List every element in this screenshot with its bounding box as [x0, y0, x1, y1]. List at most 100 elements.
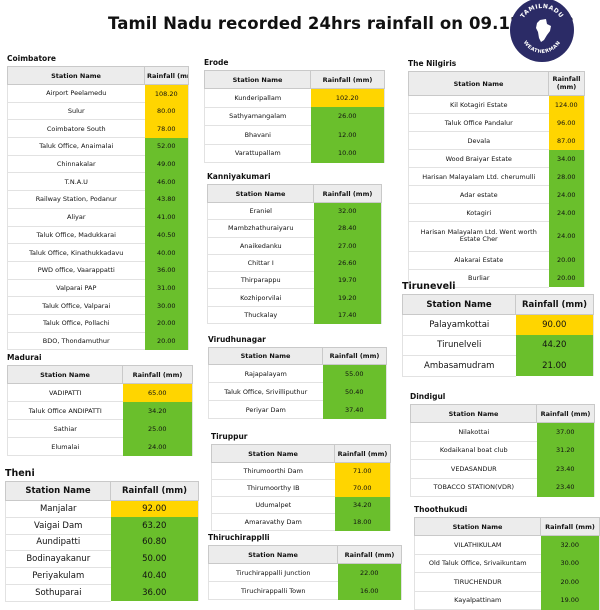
table-row: Ambasamudram 21.00	[402, 355, 594, 377]
table-row: Alakarai Estate 20.00	[408, 251, 585, 270]
table-row: T.N.A.U 46.00	[7, 172, 189, 192]
station-name: Kodaikanal boat club	[410, 441, 537, 460]
district-title: Theni	[5, 468, 35, 479]
rainfall-value: 26.00	[310, 107, 385, 126]
rainfall-value: 30.00	[144, 296, 189, 315]
rainfall-value: 28.00	[548, 167, 585, 186]
rainfall-value: 108.20	[144, 84, 189, 103]
rainfall-value: 50.40	[322, 382, 387, 401]
station-name: Taluk Office, Srivilliputhur	[208, 382, 323, 401]
rainfall-value: 22.00	[337, 563, 402, 582]
station-name-header: Station Name	[402, 294, 516, 315]
station-name: Taluk Office, Madukkarai	[7, 226, 145, 245]
rainfall-header: Rainfall (mm)	[322, 347, 387, 365]
rainfall-value: 28.40	[313, 219, 382, 238]
rainfall-value: 40.40	[110, 567, 199, 585]
rainfall-value: 27.00	[313, 237, 382, 255]
table-row: Anaikedanku 27.00	[207, 237, 382, 255]
table-row: Airport Peelamedu 108.20	[7, 84, 189, 103]
table-row: Tiruchirappalli Junction 22.00	[208, 563, 402, 582]
table-row: Kunderipallam 102.20	[204, 88, 385, 108]
rainfall-table: Station Name Rainfall (mm) VADIPATTI 65.00 T…	[7, 365, 193, 456]
district-nilgiris: The Nilgiris Station Name Rainfall (mm) Kil…	[408, 57, 585, 288]
station-name: Kil Kotagiri Estate	[408, 95, 549, 114]
rainfall-value: 65.00	[122, 383, 193, 402]
table-row: Manjalar 92.00	[5, 500, 199, 518]
rainfall-value: 43.80	[144, 190, 189, 209]
table-row: Old Taluk Office, Srivaikuntam 30.00	[414, 554, 600, 573]
rainfall-value: 24.00	[122, 437, 193, 456]
table-row: PWD office, Vaarappatti 36.00	[7, 261, 189, 280]
district-tiruppur: Tiruppur Station Name Rainfall (mm) Thirumo…	[211, 430, 391, 531]
district-title: Kanniyakumari	[207, 172, 271, 181]
rainfall-value: 31.20	[536, 441, 595, 460]
rainfall-value: 17.40	[313, 306, 382, 324]
station-name: Airport Peelamedu	[7, 84, 145, 103]
district-tiruchirappalli: Thiruchirapplli Station Name Rainfall (mm)…	[208, 531, 402, 600]
district-virudhunagar: Virudhunagar Station Name Rainfall (mm) Raj…	[208, 333, 387, 419]
station-name: Burliar	[408, 269, 549, 288]
rainfall-value: 71.00	[334, 462, 391, 480]
table-row: VILATHIKULAM 32.00	[414, 535, 600, 555]
station-name: Taluk Office, Kinathukkadavu	[7, 243, 145, 262]
station-name: BDO, Thondamuthur	[7, 332, 145, 351]
table-row: Harisan Malayalam Ltd. Went worth Estate…	[408, 221, 585, 252]
station-name: Manjalar	[5, 500, 111, 518]
table-row: Taluk Office, Madukkarai 40.50	[7, 226, 189, 245]
table-row: Coimbatore South 78.00	[7, 119, 189, 139]
table-row: Wood Braiyar Estate 34.00	[408, 149, 585, 168]
rainfall-value: 20.00	[548, 269, 585, 288]
table-row: Thuckalay 17.40	[207, 306, 382, 325]
table-row: BDO, Thondamuthur 20.00	[7, 332, 189, 351]
district-title: Thoothukudi	[414, 505, 468, 514]
table-row: Chittar I 26.60	[207, 254, 382, 273]
station-name: Thuckalay	[207, 306, 314, 325]
table-row: Burliar 20.00	[408, 269, 585, 288]
table-row: Kodaikanal boat club 31.20	[410, 441, 595, 460]
rainfall-value: 55.00	[322, 364, 387, 383]
map-emblem-icon: TAMILNADU WEATHERMAN	[519, 3, 564, 55]
station-name: TOBACCO STATION(VDR)	[410, 478, 537, 497]
rainfall-value: 87.00	[548, 131, 585, 150]
table-row: Railway Station, Podanur 43.80	[7, 190, 189, 209]
district-theni: Theni Station Name Rainfall (mm) Manjalar 92…	[5, 467, 199, 602]
rainfall-value: 16.00	[337, 581, 402, 600]
rainfall-value: 26.60	[313, 254, 382, 272]
station-name-header: Station Name	[414, 517, 541, 536]
rainfall-value: 24.00	[548, 203, 585, 222]
table-row: Nilakottai 37.00	[410, 422, 595, 442]
tamilnadu-weatherman-logo: TAMILNADU WEATHERMAN	[510, 0, 574, 62]
table-row: Thirumoorthy IB 70.00	[211, 479, 391, 497]
station-name: Mambzhathuraiyaru	[207, 219, 314, 238]
rainfall-table: Station Name Rainfall (mm) Rajapalayam 55.0…	[208, 347, 387, 419]
station-name: Taluk Office, Anaimalai	[7, 137, 145, 156]
rainfall-value: 37.40	[322, 400, 387, 419]
rainfall-table: Station Name Rainfall (mm) Thirumoorthi Da…	[211, 444, 391, 531]
rainfall-value: 50.00	[110, 550, 199, 568]
table-row: Adar estate 24.00	[408, 185, 585, 204]
station-name: Bodinayakanur	[5, 550, 111, 569]
logo-text-bottom: WEATHERMAN	[522, 40, 562, 55]
rainfall-header: Rainfall (mm)	[110, 481, 199, 501]
rainfall-header: Rainfall (mm)	[313, 184, 382, 203]
rainfall-header: Rainfall (mm)	[548, 71, 585, 96]
station-name: Periyar Dam	[208, 400, 323, 419]
table-row: Taluk Office, Anaimalai 52.00	[7, 137, 189, 156]
station-name: Palayamkottai	[402, 314, 516, 336]
station-name: Taluk Office ANDIPATTI	[7, 401, 123, 420]
rainfall-value: 70.00	[334, 479, 391, 497]
station-name: Vaigai Dam	[5, 517, 111, 535]
table-row: Tiruchirappalli Town 16.00	[208, 581, 402, 600]
rainfall-value: 21.00	[515, 355, 594, 376]
rainfall-value: 36.00	[110, 584, 199, 602]
rainfall-value: 60.80	[110, 534, 199, 551]
district-erode: Erode Station Name Rainfall (mm) Kunderipal…	[204, 56, 385, 163]
station-name: Alakarai Estate	[408, 251, 549, 270]
station-name: Wood Braiyar Estate	[408, 149, 549, 168]
station-name-header: Station Name	[7, 365, 123, 384]
table-row: Palayamkottai 90.00	[402, 314, 594, 336]
district-madurai: Madurai Station Name Rainfall (mm) VADIPATT…	[7, 351, 193, 456]
table-row: Kozhiporvilai 19.20	[207, 288, 382, 307]
station-name: Coimbatore South	[7, 119, 145, 139]
